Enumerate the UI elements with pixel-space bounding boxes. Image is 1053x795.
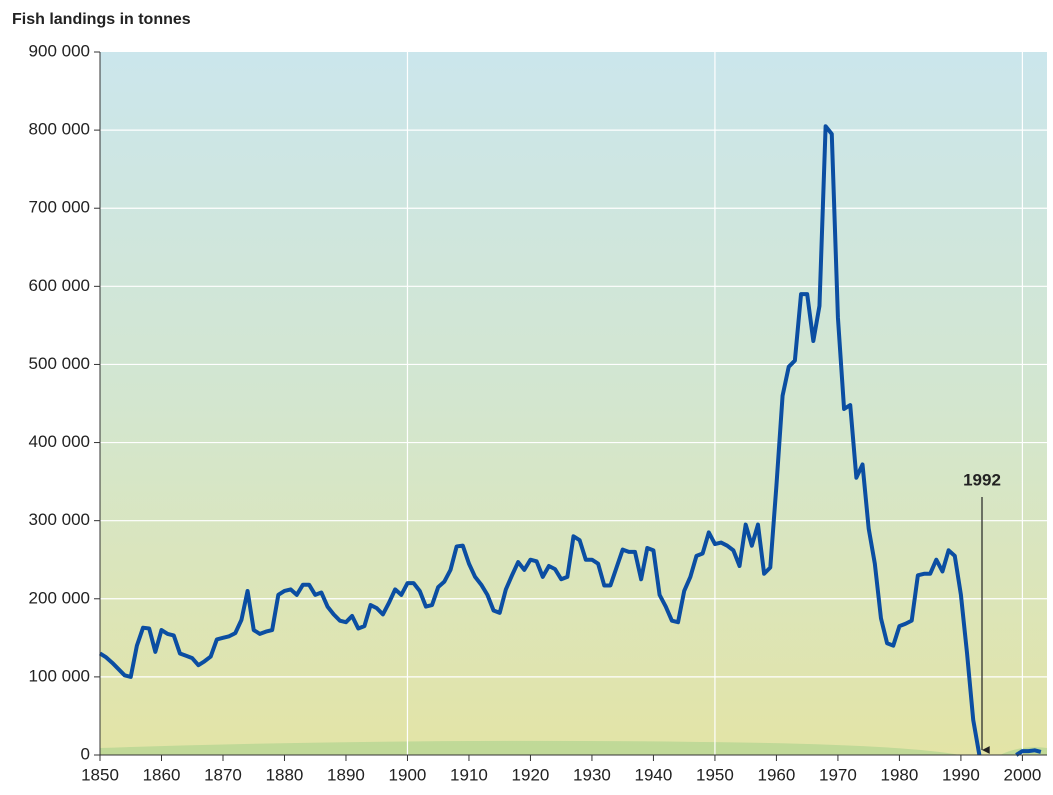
y-tick-label: 0 <box>81 744 90 763</box>
x-tick-label: 1860 <box>143 765 181 784</box>
x-tick-label: 2000 <box>1003 765 1041 784</box>
chart-title: Fish landings in tonnes <box>12 11 191 28</box>
x-tick-label: 1850 <box>81 765 119 784</box>
x-tick-label: 1920 <box>512 765 550 784</box>
x-tick-label: 1890 <box>327 765 365 784</box>
x-tick-label: 1870 <box>204 765 242 784</box>
plot-background <box>100 52 1047 755</box>
x-tick-label: 1910 <box>450 765 488 784</box>
series <box>98 124 1042 757</box>
annotation: 1992 <box>963 470 1001 489</box>
ground-decoration <box>100 740 960 755</box>
grid <box>100 52 1047 755</box>
x-tick-label: 1930 <box>573 765 611 784</box>
y-tick-label: 400 000 <box>29 432 90 451</box>
y-tick-label: 600 000 <box>29 276 90 295</box>
x-tick-label: 1900 <box>389 765 427 784</box>
y-tick-label: 300 000 <box>29 510 90 529</box>
y-tick-label: 500 000 <box>29 354 90 373</box>
x-tick-label: 1960 <box>758 765 796 784</box>
y-tick-label: 200 000 <box>29 588 90 607</box>
x-tick-label: 1940 <box>635 765 673 784</box>
y-tick-label: 700 000 <box>29 198 90 217</box>
y-tick-label: 100 000 <box>29 666 90 685</box>
x-tick-label: 1970 <box>819 765 857 784</box>
y-tick-label: 900 000 <box>29 41 90 60</box>
y-tick-label: 800 000 <box>29 120 90 139</box>
x-tick-label: 1980 <box>881 765 919 784</box>
x-tick-label: 1990 <box>942 765 980 784</box>
x-tick-label: 1950 <box>696 765 734 784</box>
data-line <box>98 124 1042 757</box>
x-tick-label: 1880 <box>266 765 304 784</box>
